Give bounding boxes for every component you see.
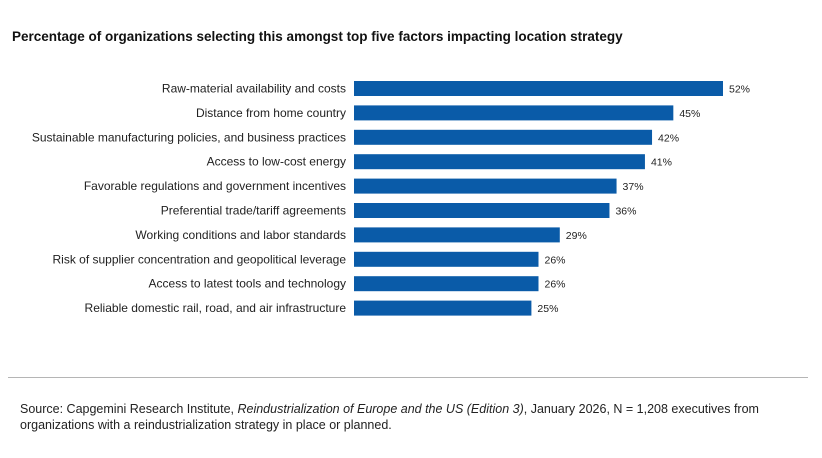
value-label: 29% [566, 230, 587, 242]
divider [8, 377, 808, 378]
category-label: Favorable regulations and government inc… [84, 179, 346, 193]
bar-chart: Raw-material availability and costs 52% Di… [32, 81, 750, 316]
source-report-title: Reindustrialization of Europe and the US… [237, 402, 524, 416]
bar [354, 227, 560, 243]
value-label: 36% [615, 206, 636, 218]
source-prefix: Source: Capgemini Research Institute, [20, 402, 238, 416]
category-label: Risk of supplier concentration and geopo… [52, 252, 346, 266]
bar [354, 105, 674, 121]
category-label: Raw-material availability and costs [162, 82, 346, 96]
bar [354, 129, 653, 145]
bar [354, 203, 610, 218]
value-label: 52% [729, 84, 750, 96]
category-label: Distance from home country [196, 106, 346, 120]
value-label: 42% [658, 132, 679, 144]
category-label: Working conditions and labor standards [135, 228, 346, 242]
category-label: Sustainable manufacturing policies, and … [32, 130, 346, 144]
category-label: Access to latest tools and technology [149, 277, 346, 291]
bar [354, 251, 539, 267]
value-label: 26% [545, 254, 566, 266]
value-label: 41% [651, 157, 672, 169]
source-note: Source: Capgemini Research Institute, Re… [20, 401, 800, 433]
value-label: 45% [679, 108, 700, 120]
bar [354, 178, 617, 194]
category-label: Reliable domestic rail, road, and air in… [85, 301, 347, 315]
category-label: Preferential trade/tariff agreements [161, 204, 346, 218]
bar [354, 276, 539, 292]
value-label: 26% [545, 279, 566, 291]
category-label: Access to low-cost energy [207, 155, 346, 169]
bar [354, 300, 532, 316]
value-label: 25% [537, 303, 558, 315]
source-suffix: , January 2026, N = 1,208 executives fro… [20, 402, 759, 432]
bar [354, 81, 723, 96]
chart-title: Percentage of organizations selecting th… [12, 29, 623, 44]
value-label: 37% [623, 181, 644, 193]
bar [354, 154, 645, 170]
